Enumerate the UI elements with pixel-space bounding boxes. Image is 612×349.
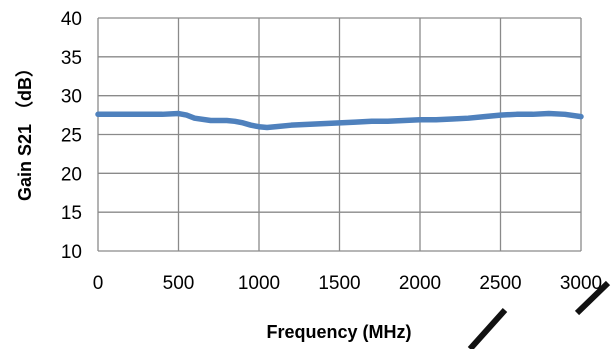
x-tick-label: 0	[93, 273, 104, 294]
x-tick-label: 1000	[238, 273, 280, 294]
x-tick-label: 2000	[399, 273, 441, 294]
watermark-stroke-right	[574, 280, 611, 316]
diagonal-watermark-marks	[467, 280, 611, 349]
x-tick-label: 1500	[318, 273, 360, 294]
grid	[97, 17, 582, 252]
y-axis-ticks: 10 15 20 25 30 35 40	[61, 9, 82, 263]
y-tick-label: 20	[61, 164, 82, 185]
x-tick-label: 3000	[560, 273, 602, 294]
x-tick-label: 2500	[479, 273, 521, 294]
y-tick-label: 15	[61, 203, 82, 224]
x-axis-ticks: 0 500 1000 1500 2000 2500 3000	[93, 273, 602, 294]
watermark-stroke-left	[467, 307, 508, 349]
y-axis-title: Gain S21 （dB）	[15, 59, 35, 201]
series-layer	[95, 110, 584, 131]
x-tick-label: 500	[163, 273, 195, 294]
y-tick-label: 25	[61, 126, 82, 147]
x-axis-title: Frequency (MHz)	[266, 322, 411, 342]
y-tick-label: 40	[61, 9, 82, 30]
y-tick-label: 10	[61, 242, 82, 263]
y-tick-label: 35	[61, 48, 82, 69]
y-tick-label: 30	[61, 87, 82, 108]
gain-s21-series-line	[95, 110, 584, 131]
